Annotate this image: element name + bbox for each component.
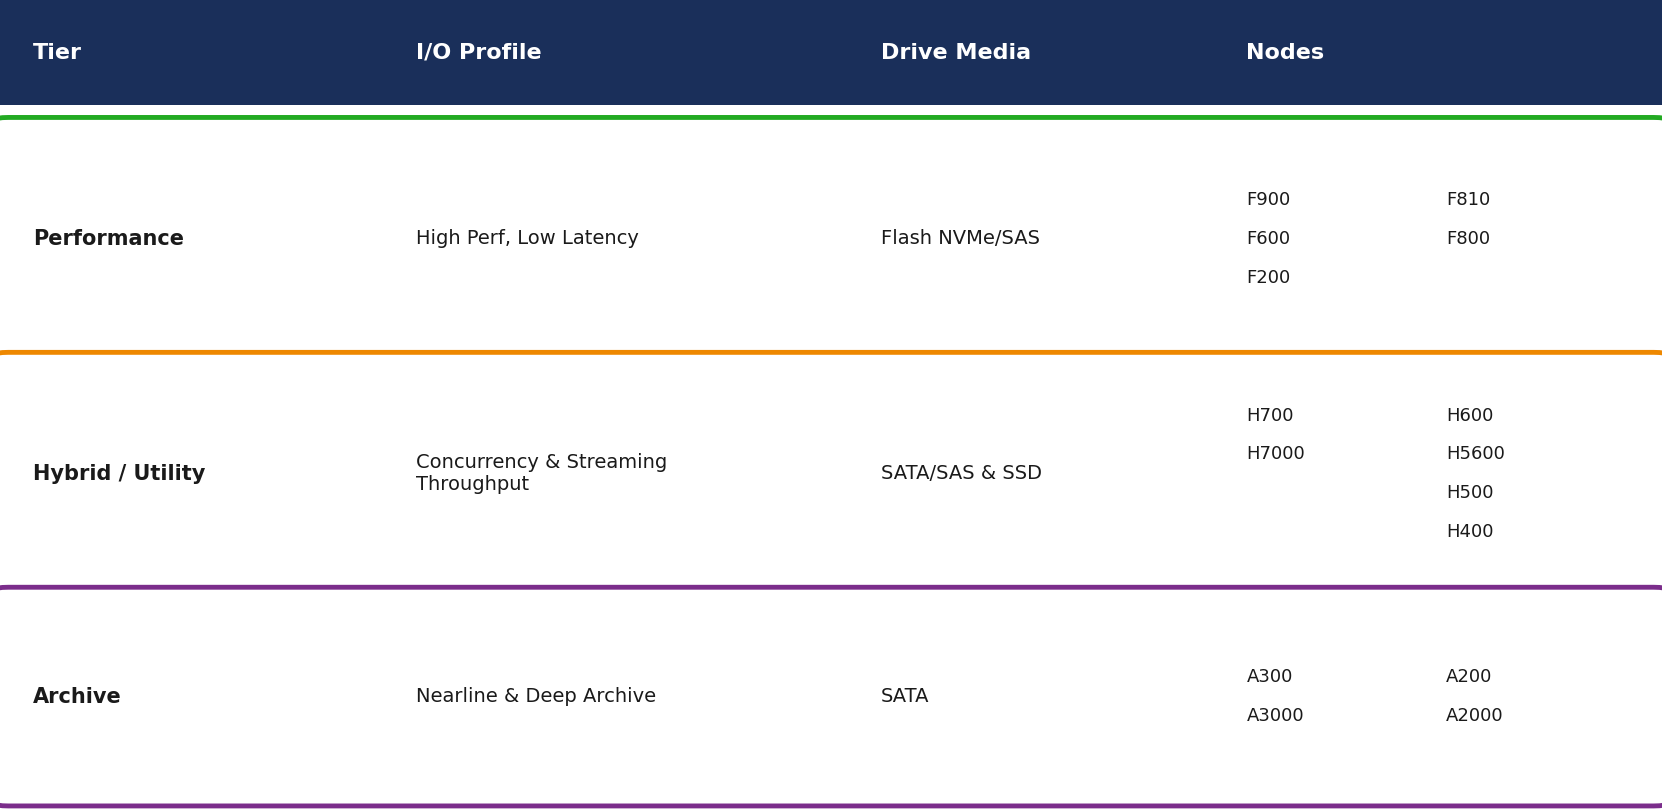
FancyBboxPatch shape [0,0,1662,105]
Text: A300: A300 [1246,668,1293,686]
Text: F600: F600 [1246,230,1291,248]
Text: H7000: H7000 [1246,446,1305,463]
Text: F900: F900 [1246,191,1291,209]
Text: Hybrid / Utility: Hybrid / Utility [33,464,206,484]
Text: Concurrency & Streaming
Throughput: Concurrency & Streaming Throughput [416,454,666,494]
Text: H400: H400 [1446,523,1494,541]
Text: A3000: A3000 [1246,707,1305,725]
FancyBboxPatch shape [0,117,1662,360]
Text: Performance: Performance [33,229,184,249]
Text: SATA/SAS & SSD: SATA/SAS & SSD [881,464,1042,484]
Text: H5600: H5600 [1446,446,1504,463]
FancyBboxPatch shape [0,352,1662,595]
Text: Drive Media: Drive Media [881,43,1030,62]
Text: Nodes: Nodes [1246,43,1325,62]
Text: High Perf, Low Latency: High Perf, Low Latency [416,229,638,249]
Text: A2000: A2000 [1446,707,1504,725]
Text: I/O Profile: I/O Profile [416,43,542,62]
Text: Archive: Archive [33,687,121,706]
Text: F200: F200 [1246,269,1291,287]
Text: H700: H700 [1246,407,1295,424]
Text: A200: A200 [1446,668,1492,686]
Text: F810: F810 [1446,191,1491,209]
Text: SATA: SATA [881,687,929,706]
Text: H500: H500 [1446,484,1494,502]
Text: F800: F800 [1446,230,1491,248]
Text: Flash NVMe/SAS: Flash NVMe/SAS [881,229,1040,249]
FancyBboxPatch shape [0,587,1662,806]
Text: H600: H600 [1446,407,1494,424]
Text: Tier: Tier [33,43,81,62]
Text: Nearline & Deep Archive: Nearline & Deep Archive [416,687,655,706]
